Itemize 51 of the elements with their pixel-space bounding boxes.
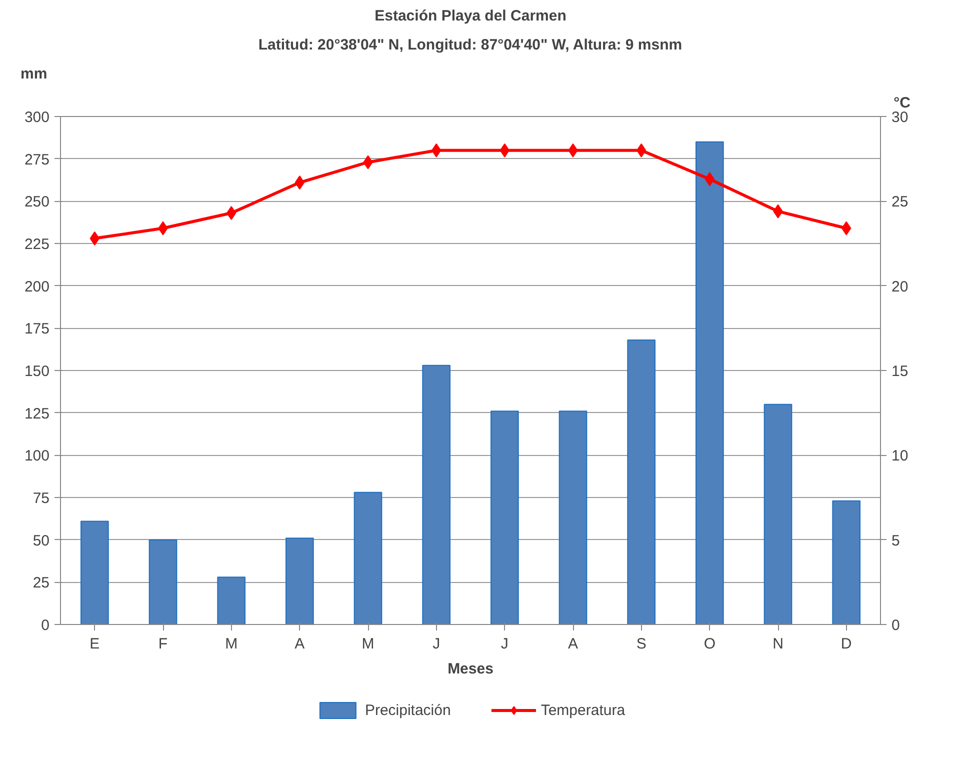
x-tick-label: S xyxy=(636,636,646,652)
y2-tick-label: 10 xyxy=(892,448,908,465)
bar xyxy=(490,410,519,624)
y-tick-label: 125 xyxy=(24,405,50,422)
y-tick-label: 100 xyxy=(24,448,50,465)
x-tick-label: E xyxy=(90,636,100,652)
y-tick-label: 275 xyxy=(24,151,50,168)
y2-tick-label: 15 xyxy=(892,363,908,380)
y2-axis-title: °C xyxy=(894,94,911,112)
x-tick-label: O xyxy=(704,636,716,652)
y-tick-label: 200 xyxy=(24,278,50,296)
legend-label: Precipitación xyxy=(364,702,451,718)
y2-tick-label: 25 xyxy=(892,194,908,211)
legend-label: Temperatura xyxy=(540,702,626,718)
y-tick-label: 150 xyxy=(24,363,50,380)
bar xyxy=(217,576,246,624)
y-tick-label: 250 xyxy=(24,194,50,211)
x-tick-label: J xyxy=(432,636,440,652)
y-tick-label: 50 xyxy=(32,532,50,550)
bar xyxy=(627,340,656,624)
y2-tick-label: 5 xyxy=(892,532,900,550)
x-tick-label: A xyxy=(294,636,305,652)
bar xyxy=(422,364,450,624)
bar xyxy=(286,538,314,624)
x-axis-title: Meses xyxy=(448,660,494,678)
bar xyxy=(80,520,109,624)
bar xyxy=(764,404,792,624)
chart-title: Estación Playa del Carmen xyxy=(374,8,566,24)
y2-tick-label: 20 xyxy=(892,278,908,296)
bar xyxy=(354,492,382,624)
y2-tick-label: 0 xyxy=(892,617,900,634)
x-tick-label: J xyxy=(500,636,508,652)
chart-subtitle: Latitud: 20°38'04" N, Longitud: 87°04'40" W, Altura: 9 msnm xyxy=(258,36,682,54)
y-tick-label: 75 xyxy=(32,490,50,507)
y-tick-label: 225 xyxy=(24,236,50,253)
bar xyxy=(558,410,588,624)
x-tick-label: A xyxy=(568,636,578,652)
bar xyxy=(696,141,724,624)
x-tick-label: D xyxy=(840,636,852,652)
x-tick-label: M xyxy=(362,636,374,652)
x-tick-label: M xyxy=(225,636,238,652)
y-tick-label: 0 xyxy=(41,617,50,634)
y2-tick-label: 30 xyxy=(892,109,908,126)
y-tick-label: 175 xyxy=(24,320,50,338)
y-tick-label: 300 xyxy=(24,109,50,126)
x-tick-label: F xyxy=(158,636,168,652)
y-tick-label: 25 xyxy=(32,574,50,592)
y-axis-title: mm xyxy=(20,66,48,82)
bar xyxy=(148,539,178,624)
x-tick-label: N xyxy=(772,636,784,652)
bar xyxy=(832,500,860,624)
